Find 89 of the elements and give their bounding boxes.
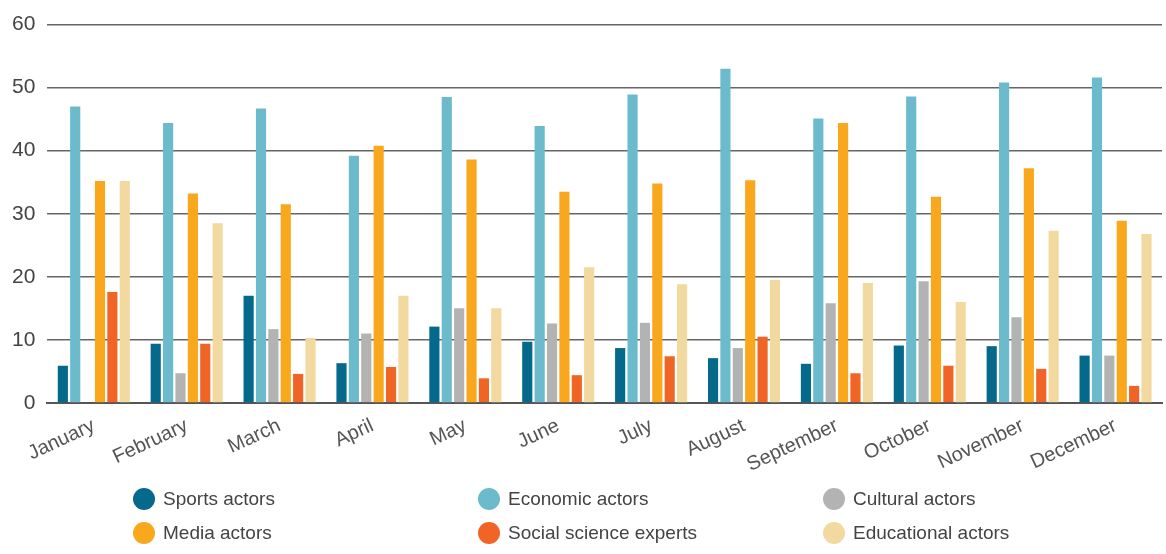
bar (757, 336, 768, 403)
bar (906, 96, 917, 403)
bar (119, 180, 130, 403)
bar (813, 118, 824, 403)
y-tick-label: 40 (12, 137, 36, 161)
bar (268, 329, 279, 403)
bar (732, 348, 743, 403)
bar (212, 223, 223, 403)
bar (769, 279, 781, 403)
bar (336, 363, 347, 403)
bar (107, 291, 118, 403)
bar (348, 155, 359, 403)
bar (850, 373, 861, 403)
bar (615, 348, 626, 403)
bar (1048, 230, 1059, 403)
bar (677, 284, 688, 403)
bar (466, 159, 477, 403)
bar (1079, 355, 1090, 403)
bar (491, 308, 502, 403)
bar (943, 365, 954, 403)
bar (745, 180, 756, 403)
legend-label: Sports actors (163, 488, 275, 510)
legend-label: Cultural actors (853, 488, 976, 510)
bar (522, 341, 533, 403)
bar (200, 343, 211, 403)
x-tick-label: May (425, 413, 470, 450)
y-tick-label: 30 (12, 200, 36, 224)
bar (999, 82, 1010, 403)
bar (187, 193, 198, 403)
y-tick-label: 50 (12, 74, 36, 98)
bar (441, 97, 452, 403)
bar (534, 126, 545, 403)
bar (163, 122, 174, 403)
bar (398, 295, 409, 403)
bar (627, 94, 638, 403)
y-tick-label: 10 (12, 326, 36, 350)
bar (1129, 385, 1140, 403)
x-tick-label: July (613, 413, 656, 449)
bar (571, 375, 582, 403)
bar (255, 108, 267, 403)
bar (639, 322, 651, 403)
bar (1023, 168, 1034, 403)
bar (1116, 220, 1127, 403)
legend-label: Social science experts (508, 522, 698, 544)
bar (293, 373, 304, 403)
bar (893, 345, 904, 403)
bar (429, 326, 440, 403)
bar (361, 333, 372, 403)
bar (664, 356, 675, 403)
bar (70, 106, 81, 403)
bar (1141, 233, 1152, 403)
y-tick-label: 0 (23, 389, 36, 413)
bar (57, 365, 68, 403)
bar (94, 180, 106, 403)
bar (243, 295, 254, 403)
legend-label: Economic actors (508, 488, 649, 510)
bar (150, 343, 161, 403)
bar (720, 68, 731, 403)
bar (478, 378, 489, 403)
bar (862, 283, 873, 403)
x-tick-label: April (330, 413, 377, 451)
bar (280, 204, 291, 403)
bar (305, 337, 316, 403)
bar (1036, 368, 1047, 403)
bar (1091, 77, 1103, 403)
bar (584, 267, 595, 403)
bar (385, 366, 397, 403)
legend-label: Media actors (163, 522, 272, 544)
legend-label: Educational actors (853, 522, 1010, 544)
x-tick-label: March (223, 413, 284, 457)
bar (838, 122, 849, 403)
bar (800, 363, 812, 403)
bar (955, 302, 966, 403)
bar (825, 303, 836, 403)
y-tick-label: 20 (12, 263, 36, 287)
bar (918, 281, 929, 403)
bar (546, 323, 558, 403)
bar (454, 308, 465, 403)
bar (1011, 317, 1022, 403)
bar (930, 196, 942, 403)
y-tick-label: 60 (12, 11, 36, 35)
x-tick-label: June (513, 413, 563, 452)
bar (373, 145, 384, 403)
bar (559, 191, 570, 403)
bar (986, 346, 997, 403)
bar (652, 183, 663, 403)
bar (707, 358, 719, 403)
bar (175, 373, 186, 403)
bar (1104, 355, 1115, 403)
